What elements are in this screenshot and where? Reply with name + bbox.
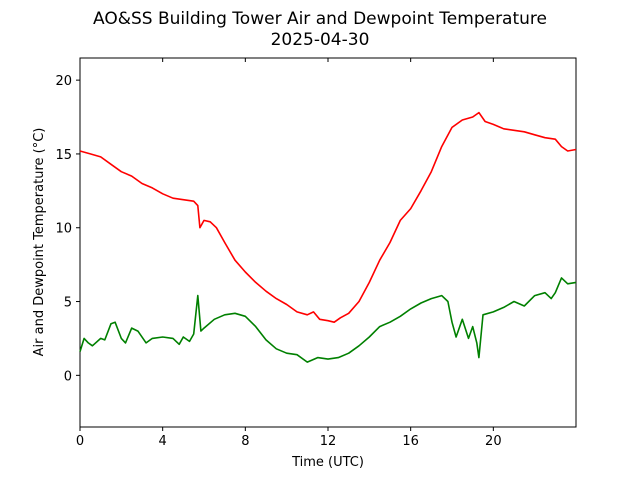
y-tick-label: 15: [55, 148, 72, 163]
x-tick-label: 12: [320, 434, 337, 449]
x-axis: 0 4 8 12 16 20: [76, 58, 502, 449]
series-group: [79, 111, 577, 363]
x-tick-label: 16: [402, 434, 419, 449]
plot-frame: [79, 57, 577, 428]
chart-subtitle: 2025-04-30: [271, 30, 370, 50]
dewpoint-temperature-line: [79, 277, 577, 363]
y-tick-label: 20: [55, 74, 72, 89]
chart-title: AO&SS Building Tower Air and Dewpoint Te…: [93, 9, 547, 29]
x-tick-label: 8: [241, 434, 249, 449]
x-tick-label: 4: [159, 434, 167, 449]
y-tick-label: 5: [64, 296, 72, 311]
x-axis-label: Time (UTC): [291, 455, 364, 470]
y-axis-label: Air and Dewpoint Temperature (°C): [32, 128, 47, 357]
y-tick-label: 0: [64, 369, 72, 384]
y-axis: 0 5 10 15 20: [55, 74, 80, 384]
y-tick-label: 10: [55, 222, 72, 237]
air-temperature-line: [79, 111, 577, 324]
x-tick-label: 20: [485, 434, 502, 449]
x-tick-label: 0: [76, 434, 84, 449]
